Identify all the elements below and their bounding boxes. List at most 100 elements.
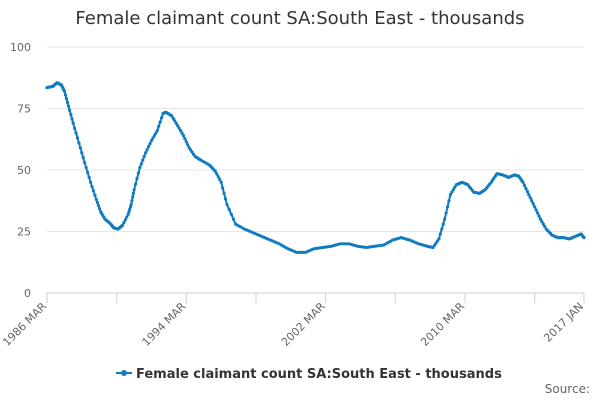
data-point[interactable]: [152, 133, 157, 138]
data-point[interactable]: [178, 129, 183, 133]
data-point[interactable]: [218, 177, 222, 182]
source-credit[interactable]: Source:: [545, 382, 590, 396]
data-point[interactable]: [170, 114, 174, 118]
data-point[interactable]: [142, 154, 146, 159]
data-point[interactable]: [215, 172, 219, 176]
data-point[interactable]: [141, 158, 145, 162]
data-point[interactable]: [70, 117, 74, 121]
data-point[interactable]: [227, 207, 231, 211]
data-point[interactable]: [64, 97, 69, 101]
data-point[interactable]: [133, 182, 138, 186]
data-point[interactable]: [183, 137, 187, 141]
data-point[interactable]: [531, 202, 535, 206]
data-point[interactable]: [154, 131, 158, 135]
data-point[interactable]: [78, 146, 82, 150]
data-point[interactable]: [98, 207, 102, 211]
data-point[interactable]: [139, 162, 143, 166]
data-point[interactable]: [174, 121, 178, 125]
data-point[interactable]: [126, 212, 130, 216]
data-point[interactable]: [62, 89, 67, 93]
data-point[interactable]: [80, 151, 84, 155]
data-point[interactable]: [77, 141, 81, 145]
data-point[interactable]: [222, 191, 226, 195]
data-point[interactable]: [146, 145, 151, 149]
data-point[interactable]: [443, 217, 447, 221]
data-point[interactable]: [160, 116, 164, 120]
data-point[interactable]: [448, 193, 453, 197]
data-point[interactable]: [543, 224, 547, 229]
data-point[interactable]: [538, 217, 543, 221]
data-point[interactable]: [73, 126, 77, 130]
data-point[interactable]: [440, 227, 444, 231]
data-point[interactable]: [130, 199, 134, 203]
data-point[interactable]: [151, 136, 155, 140]
legend-label[interactable]: Female claimant count SA:South East - th…: [136, 367, 502, 382]
data-point[interactable]: [83, 161, 87, 165]
data-point[interactable]: [71, 121, 75, 125]
data-point[interactable]: [176, 124, 180, 128]
data-point[interactable]: [173, 119, 177, 123]
data-point[interactable]: [157, 124, 161, 128]
data-point[interactable]: [66, 104, 71, 108]
data-point[interactable]: [145, 148, 149, 152]
data-point[interactable]: [129, 202, 133, 207]
data-point[interactable]: [81, 156, 85, 160]
data-point[interactable]: [231, 217, 236, 221]
data-point[interactable]: [451, 188, 455, 192]
data-point[interactable]: [535, 211, 540, 215]
data-point[interactable]: [445, 205, 450, 209]
data-point[interactable]: [136, 171, 141, 175]
data-point[interactable]: [537, 214, 541, 218]
data-point[interactable]: [88, 180, 93, 184]
data-point[interactable]: [120, 223, 125, 227]
data-point[interactable]: [181, 133, 186, 138]
data-point[interactable]: [521, 180, 525, 184]
data-point[interactable]: [69, 113, 73, 117]
data-point[interactable]: [444, 211, 448, 215]
data-point[interactable]: [84, 165, 88, 170]
data-point[interactable]: [530, 199, 534, 203]
data-point[interactable]: [123, 218, 127, 222]
data-point[interactable]: [63, 93, 68, 97]
data-point[interactable]: [86, 170, 90, 175]
data-point[interactable]: [96, 204, 101, 208]
data-point[interactable]: [219, 180, 223, 184]
data-point[interactable]: [91, 189, 96, 193]
data-point[interactable]: [582, 236, 586, 240]
data-point[interactable]: [132, 188, 136, 192]
data-point[interactable]: [131, 191, 135, 195]
data-point[interactable]: [149, 138, 154, 143]
data-point[interactable]: [225, 202, 229, 207]
data-point[interactable]: [65, 100, 70, 104]
data-point[interactable]: [541, 222, 545, 226]
data-point[interactable]: [221, 186, 225, 190]
data-point[interactable]: [90, 185, 94, 189]
data-point[interactable]: [125, 215, 129, 219]
data-point[interactable]: [135, 177, 139, 181]
data-point[interactable]: [186, 143, 190, 147]
data-point[interactable]: [128, 207, 132, 211]
data-point[interactable]: [131, 195, 135, 199]
data-point[interactable]: [524, 186, 528, 191]
data-point[interactable]: [155, 129, 159, 133]
data-point[interactable]: [447, 199, 451, 203]
data-point[interactable]: [95, 200, 100, 205]
data-point[interactable]: [438, 232, 442, 236]
data-point[interactable]: [138, 165, 142, 170]
data-point[interactable]: [213, 169, 217, 173]
data-point[interactable]: [229, 212, 233, 216]
data-point[interactable]: [75, 136, 80, 140]
data-point[interactable]: [87, 175, 91, 179]
data-point[interactable]: [122, 220, 126, 225]
data-point[interactable]: [171, 116, 175, 120]
data-point[interactable]: [144, 151, 148, 155]
data-point[interactable]: [223, 197, 228, 201]
data-point[interactable]: [184, 140, 188, 144]
data-point[interactable]: [522, 183, 527, 187]
data-point[interactable]: [534, 208, 538, 212]
data-point[interactable]: [94, 197, 98, 202]
data-point[interactable]: [441, 222, 445, 226]
data-point[interactable]: [525, 189, 529, 194]
data-point[interactable]: [148, 141, 152, 146]
data-point[interactable]: [68, 108, 72, 112]
